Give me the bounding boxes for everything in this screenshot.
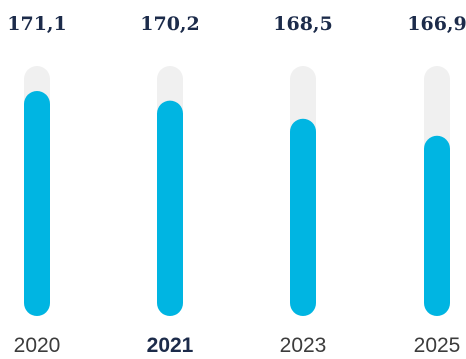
- bar-tracks: [24, 66, 450, 316]
- bars: [24, 91, 450, 316]
- value-labels: 171,1 170,2 168,5 166,9: [7, 13, 466, 35]
- category-label-2025: 2025: [414, 334, 461, 357]
- category-labels: 2020 2021 2023 2025: [14, 334, 461, 357]
- value-label-2021: 170,2: [140, 13, 200, 35]
- bar-2020: [24, 91, 50, 316]
- category-label-2021: 2021: [147, 334, 194, 357]
- category-label-2023: 2023: [280, 334, 327, 357]
- bar-2025: [424, 135, 450, 316]
- bar-2021: [157, 100, 183, 316]
- value-label-2025: 166,9: [407, 13, 466, 35]
- value-label-2020: 171,1: [7, 13, 67, 35]
- bar-2023: [290, 118, 316, 316]
- category-label-2020: 2020: [14, 334, 61, 357]
- value-label-2023: 168,5: [273, 13, 333, 35]
